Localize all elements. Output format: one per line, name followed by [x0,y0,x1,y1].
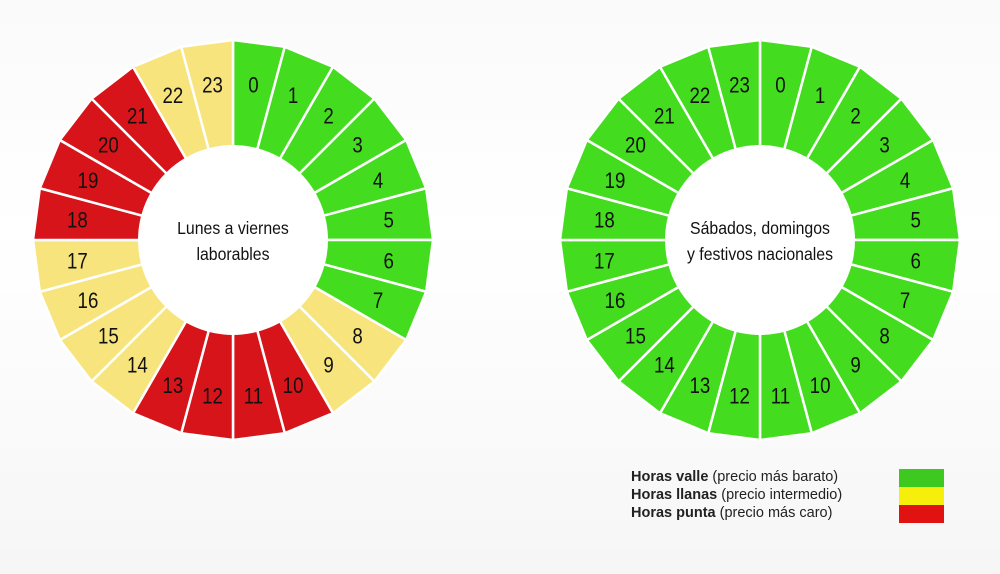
hour-label: 4 [900,170,910,194]
hour-label: 16 [605,290,626,314]
hour-label: 13 [163,375,184,399]
hour-label: 5 [383,209,393,233]
legend-item-llanas: Horas llanas (precio intermedio) [631,486,842,504]
donut-hole [665,145,855,335]
hour-label: 2 [323,105,333,129]
donut-hole [138,145,328,335]
hour-label: 14 [654,354,675,378]
hour-label: 9 [850,354,860,378]
hour-label: 20 [625,134,646,158]
hour-label: 23 [202,74,223,98]
hour-label: 22 [163,85,184,109]
hour-label: 15 [625,325,646,349]
hour-label: 0 [248,74,258,98]
donut-title: Sábados, domingos [690,218,830,238]
hour-label: 1 [288,85,298,109]
legend-item-punta: Horas punta (precio más caro) [631,504,842,522]
swatch-punta [899,505,944,523]
hour-label: 12 [729,385,750,409]
hour-label: 11 [244,385,263,409]
donut-title: laborables [196,244,269,264]
hour-label: 10 [283,375,304,399]
legend-desc: (precio intermedio) [717,487,843,503]
hour-label: 2 [850,105,860,129]
hour-label: 13 [690,375,711,399]
hour-label: 9 [323,354,333,378]
legend: Horas valle (precio más barato) Horas ll… [631,468,842,522]
hour-label: 4 [373,170,383,194]
hour-label: 1 [815,85,825,109]
hour-label: 8 [879,325,889,349]
hour-label: 5 [910,209,920,233]
hour-label: 8 [352,325,362,349]
swatch-llanas [899,487,944,505]
hour-label: 7 [900,290,910,314]
swatch-valle [899,469,944,487]
hour-label: 6 [383,250,393,274]
legend-desc: (precio más caro) [715,505,833,521]
hour-label: 0 [775,74,785,98]
donut-title: Lunes a viernes [177,218,289,238]
hour-label: 11 [771,385,790,409]
hour-label: 3 [352,134,362,158]
hour-label: 18 [67,209,88,233]
hour-label: 19 [78,170,99,194]
legend-swatches [899,469,944,523]
legend-label: Horas valle [631,469,709,485]
hour-label: 12 [202,385,223,409]
legend-item-valle: Horas valle (precio más barato) [631,468,842,486]
hour-label: 19 [605,170,626,194]
hour-label: 17 [594,250,615,274]
legend-desc: (precio más barato) [708,469,839,485]
hour-label: 20 [98,134,119,158]
legend-label: Horas llanas [631,487,718,503]
hour-label: 21 [127,105,148,129]
hour-label: 10 [810,375,831,399]
hour-label: 14 [127,354,148,378]
hour-label: 16 [78,290,99,314]
legend-label: Horas punta [631,505,716,521]
donut-title: y festivos nacionales [687,244,833,264]
hour-label: 7 [373,290,383,314]
hour-label: 21 [654,105,675,129]
hour-label: 22 [690,85,711,109]
hour-label: 6 [910,250,920,274]
hour-label: 17 [67,250,88,274]
hour-label: 15 [98,325,119,349]
hour-label: 18 [594,209,615,233]
hour-label: 23 [729,74,750,98]
hour-label: 3 [879,134,889,158]
